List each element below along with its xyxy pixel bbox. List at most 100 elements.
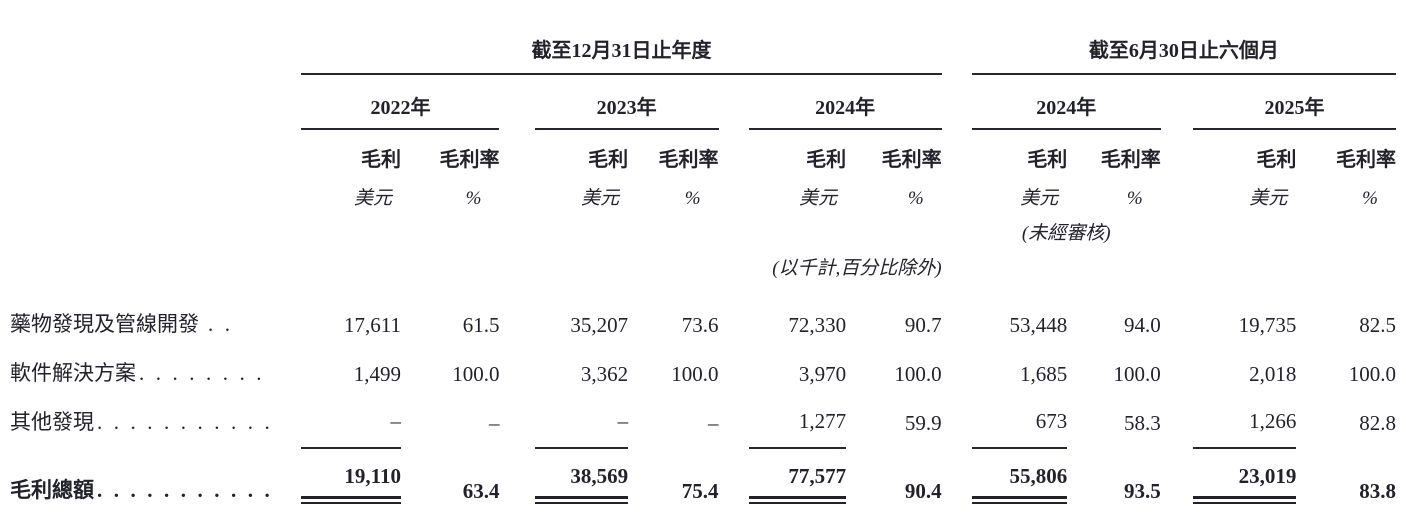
column-spacer [942,75,972,130]
row-label: 藥物發現及管線開發.. [10,284,301,338]
year-2025-interim-header: 2025年 [1192,75,1396,130]
table-row-software-solutions: 軟件解決方案........ 1,499 100.0 3,362 100.0 3… [10,338,1396,387]
row-label-text: 軟件解決方案 [10,361,136,385]
cell-value: 38,569 [534,449,629,504]
year-2022-header: 2022年 [301,75,500,130]
column-spacer [719,284,749,338]
column-spacer [719,172,749,210]
column-spacer [1161,130,1193,172]
column-spacer [499,130,534,172]
interim-period-header: 截至6月30日止六個月 [971,12,1396,75]
column-spacer [719,387,749,449]
total-value: 38,569 [570,464,629,488]
double-underline [748,496,847,504]
units-note: (以千計,百分比除外) [772,258,942,279]
cell-value: 90.7 [904,313,942,337]
usd-unit-label: 美元 [1020,188,1059,209]
column-spacer [1161,172,1193,210]
cell-value: 19,735 [1238,313,1297,337]
cell-value: 1,277 [748,387,847,449]
total-value: 23,019 [1238,464,1297,488]
empty-cell [10,245,535,284]
column-spacer [499,284,534,338]
pct-unit-label: % [1362,188,1378,209]
dot-leader: ........... [97,410,282,434]
column-spacer [942,12,972,75]
usd-unit-label: 美元 [799,188,838,209]
year-header-row: 2022年 2023年 2024年 2024年 2025年 [10,75,1396,130]
double-underline [301,496,401,504]
column-spacer [719,130,749,172]
column-spacer [499,172,534,210]
dot-leader: .. [208,312,242,336]
double-underline [971,496,1068,504]
row-label: 毛利總額........... [10,449,301,504]
year-2024-header: 2024年 [748,75,942,130]
usd-unit-label: 美元 [581,188,620,209]
pct-unit-label: % [1126,188,1143,209]
column-spacer [499,387,534,449]
row-label: 其他發現........... [10,387,301,449]
row-label: 軟件解決方案........ [10,338,301,387]
label-column-header [10,75,301,130]
column-spacer [1161,387,1193,449]
gross-profit-header: 毛利 [588,149,629,171]
double-underline [534,496,629,504]
column-spacer [942,449,972,504]
row-label-text: 其他發現 [10,410,94,434]
cell-value: 100.0 [1348,362,1396,386]
year-2023-header: 2023年 [534,75,719,130]
pct-unit-label: % [907,188,924,209]
total-value: 77,577 [788,464,847,488]
cell-value: 63.4 [462,479,500,503]
dot-leader: ........ [139,361,273,385]
gross-profit-header: 毛利 [806,149,847,171]
usd-unit-label: 美元 [1249,188,1288,209]
double-underline [1192,496,1297,504]
empty-cell [942,245,1396,284]
label-column-header [10,12,301,75]
cell-value: 35,207 [570,313,629,337]
cell-value: – [488,411,500,435]
column-spacer [499,75,534,130]
metric-header-row: 毛利 毛利率 毛利 毛利率 毛利 毛利率 毛利 毛利率 毛利 毛利率 [10,130,1396,172]
gross-margin-header: 毛利率 [1100,149,1161,171]
cell-value: 77,577 [748,449,847,504]
cell-value: 72,330 [788,313,847,337]
gross-profit-header: 毛利 [1027,149,1068,171]
total-value: 19,110 [344,464,401,488]
cell-value: 82.8 [1359,411,1396,435]
column-spacer [942,338,972,387]
cell-value: 75.4 [681,479,719,503]
unaudited-note-row: (未經審核) [10,210,1396,245]
table-row-other-discovery: 其他發現........... – – – – 1,277 59.9 673 5… [10,387,1396,449]
column-spacer [719,449,749,504]
usd-unit-label: 美元 [353,188,392,209]
gross-profit-header: 毛利 [1256,149,1297,171]
cell-value: 100.0 [894,362,942,386]
cell-value: 100.0 [452,362,500,386]
column-spacer [719,338,749,387]
cell-value: 100.0 [671,362,719,386]
column-spacer [499,449,534,504]
column-spacer [942,172,972,210]
label-column-header [10,172,301,210]
cell-value: 82.5 [1359,313,1396,337]
column-spacer [942,387,972,449]
annual-period-header: 截至12月31日止年度 [301,12,942,75]
cell-value: 61.5 [462,313,500,337]
cell-value: 1,499 [353,362,401,386]
column-spacer [942,284,972,338]
column-spacer [499,338,534,387]
empty-cell [10,210,972,245]
cell-value: – [301,387,401,449]
cell-value: 53,448 [1009,313,1068,337]
cell-value: 673 [971,387,1068,449]
unaudited-note: (未經審核) [1021,223,1111,244]
cell-value: 58.3 [1123,411,1161,435]
total-value: 55,806 [1009,464,1068,488]
cell-value: 17,611 [343,313,401,337]
cell-value: 83.8 [1359,479,1396,503]
column-spacer [719,75,749,130]
cell-value: – [708,411,719,435]
